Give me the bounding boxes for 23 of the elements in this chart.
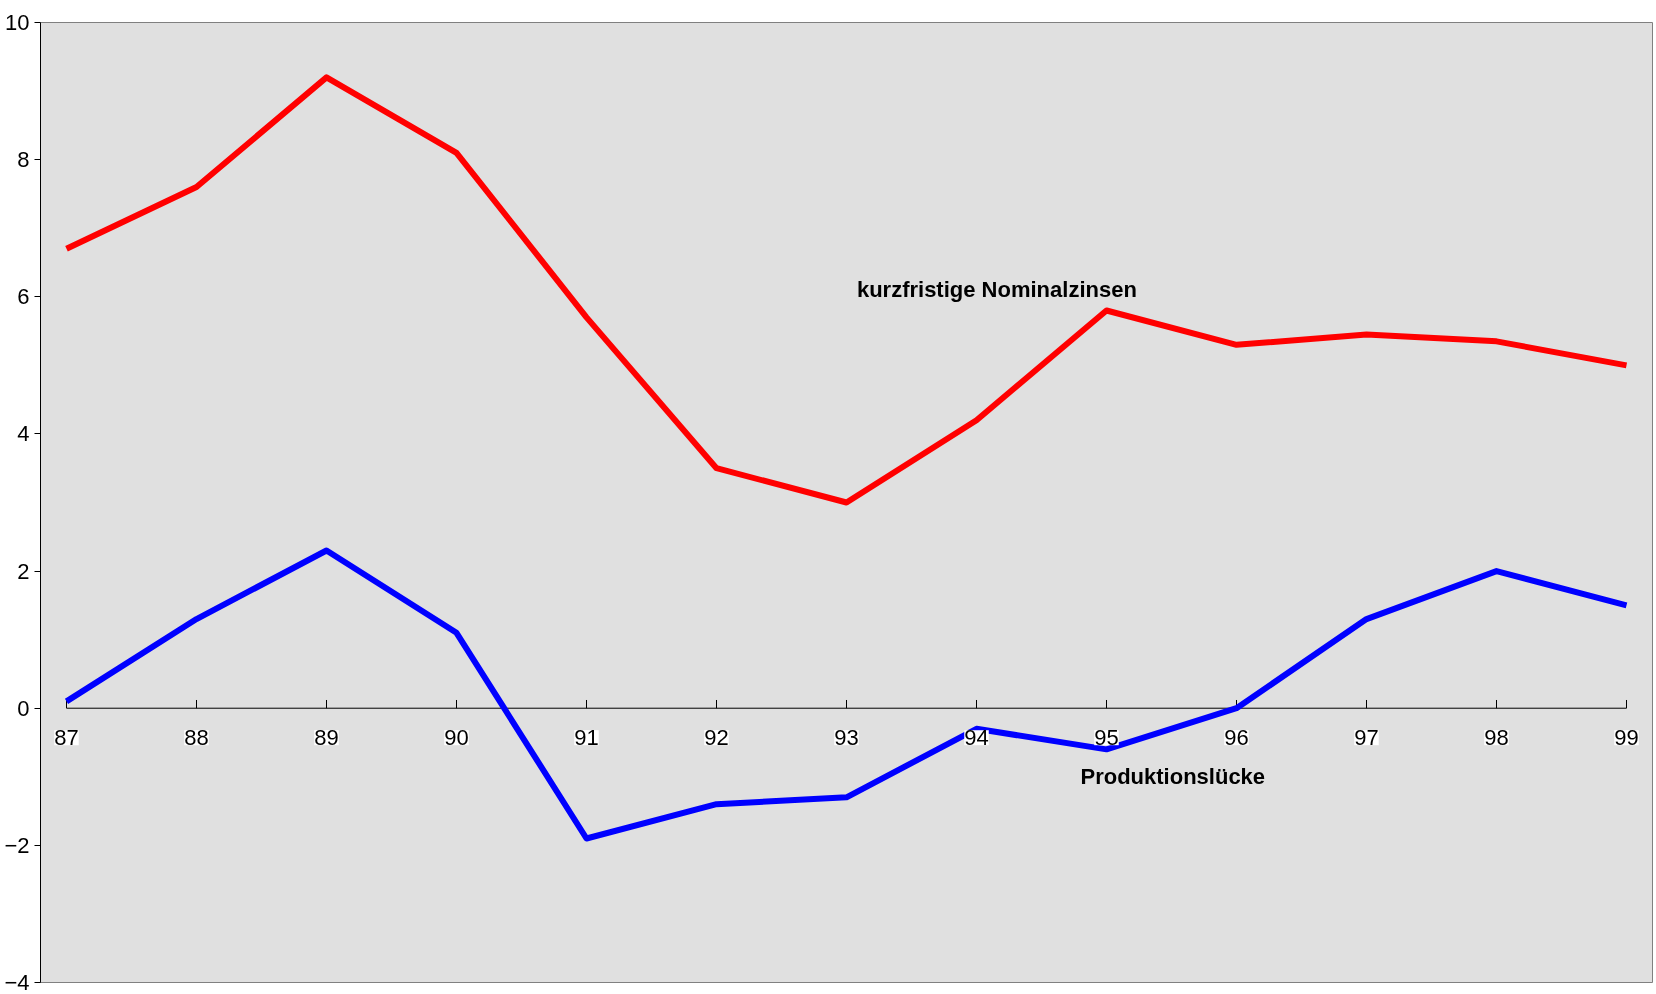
x-tick-label: 91 <box>574 725 599 751</box>
y-tick-label: 2 <box>17 558 30 584</box>
x-tick-label: 93 <box>834 725 859 751</box>
x-tick-label: 90 <box>444 725 469 751</box>
y-tick-label: −2 <box>4 832 30 858</box>
x-tick-label: 87 <box>54 725 79 751</box>
y-tick-label: 6 <box>17 284 30 310</box>
y-tick-label: −4 <box>4 970 30 994</box>
x-tick-label: 92 <box>704 725 729 751</box>
x-tick-label: 97 <box>1354 725 1379 751</box>
y-tick-label: 0 <box>17 695 30 721</box>
y-tick-label: 10 <box>5 10 30 35</box>
series-label: kurzfristige Nominalzinsen <box>856 277 1137 303</box>
y-tick-label: 4 <box>17 421 30 447</box>
series-label: Produktionslücke <box>1080 764 1266 790</box>
y-tick-label: 8 <box>17 147 30 173</box>
x-tick-label: 88 <box>184 725 209 751</box>
x-tick-label: 89 <box>314 725 339 751</box>
x-tick-label: 98 <box>1484 725 1509 751</box>
x-tick-label: 94 <box>964 725 989 751</box>
x-tick-label: 96 <box>1224 725 1249 751</box>
x-tick-label: 99 <box>1614 725 1639 751</box>
x-tick-label: 95 <box>1094 725 1119 751</box>
